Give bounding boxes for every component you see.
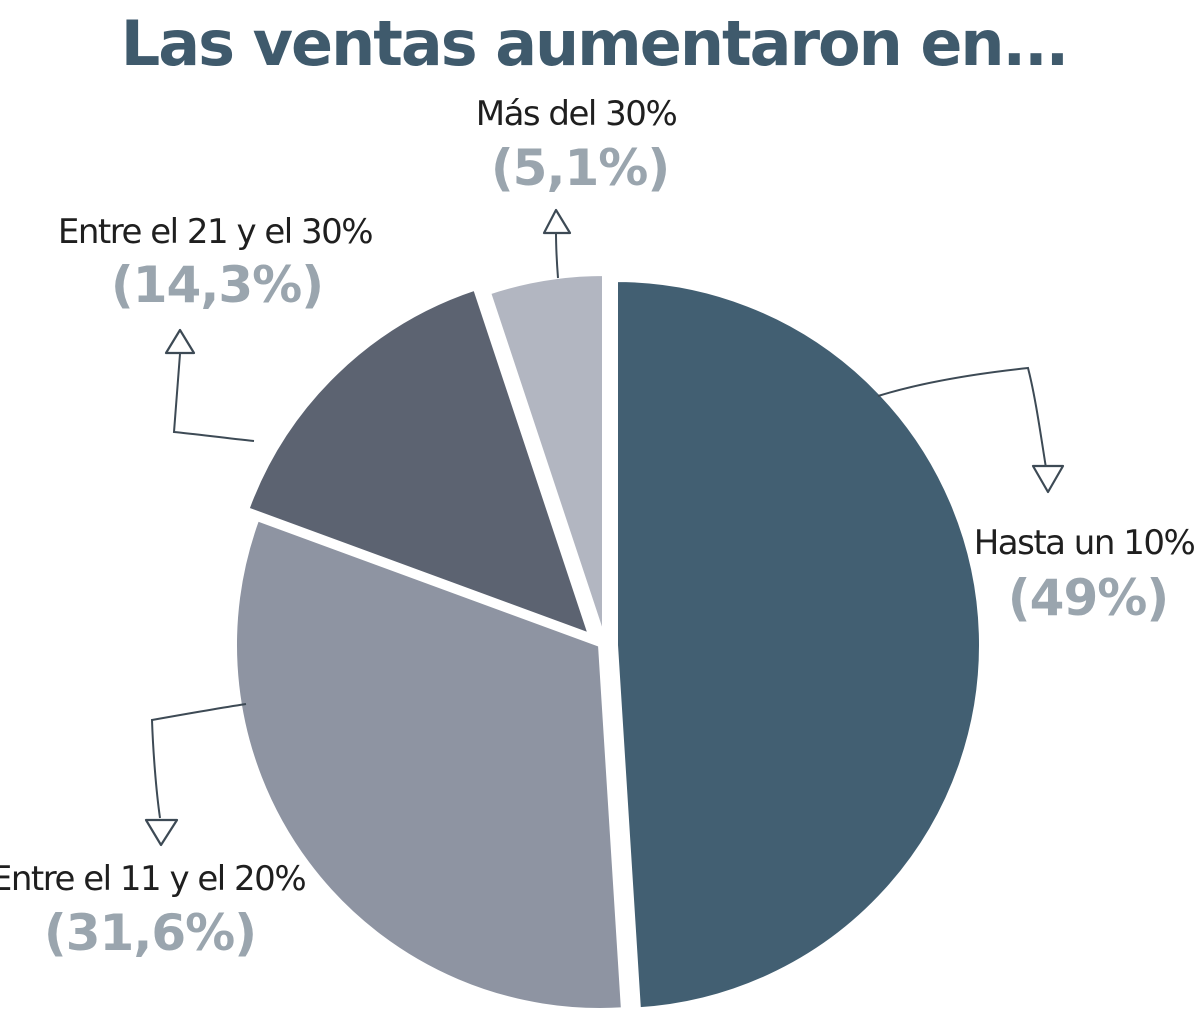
arrowhead-21-30-icon — [164, 328, 196, 355]
slice-labels: Hasta un 10% (49%) Entre el 11 y el 20% … — [0, 94, 1196, 962]
leader-line-11-20 — [150, 703, 247, 819]
slice-value-21-30: (14,3%) — [111, 256, 323, 314]
arrowhead-mas-30-icon — [542, 208, 572, 235]
arrowhead-hasta-10-icon — [1031, 464, 1065, 494]
leader-line-hasta-10 — [877, 366, 1047, 469]
slice-value-mas-30: (5,1%) — [491, 139, 669, 197]
chart-title: Las ventas aumentaron en... — [121, 7, 1067, 80]
slice-label-11-20: Entre el 11 y el 20% — [0, 859, 305, 899]
leader-line-21-30 — [172, 353, 255, 442]
leader-line-mas-30 — [555, 231, 559, 279]
pie-slice-1 — [614, 278, 983, 1012]
pie-slice-4 — [487, 272, 606, 641]
slice-value-11-20: (31,6%) — [44, 904, 256, 962]
slice-label-21-30: Entre el 21 y el 30% — [58, 212, 372, 252]
pie-slice-2 — [233, 517, 625, 1012]
pie-slice-3 — [245, 286, 592, 637]
leader-lines — [144, 208, 1065, 847]
arrowhead-11-20-icon — [144, 818, 179, 847]
slice-label-hasta-10: Hasta un 10% — [974, 523, 1195, 563]
pie-slices — [233, 272, 983, 1012]
slice-label-mas-30: Más del 30% — [476, 94, 677, 134]
slice-value-hasta-10: (49%) — [1008, 569, 1168, 627]
